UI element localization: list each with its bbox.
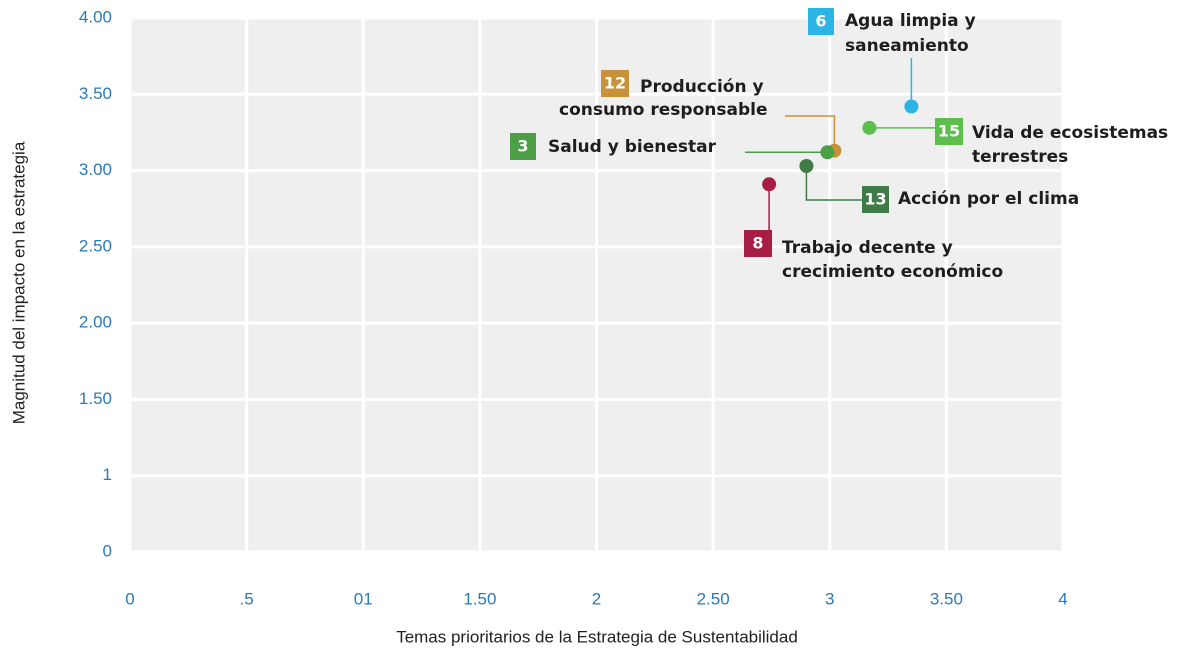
y-tick-label: 4.00 [79, 7, 112, 26]
leader-line [805, 165, 862, 201]
point-label: saneamiento [845, 36, 969, 56]
x-tick-label: 0 [125, 589, 134, 608]
y-tick-label: 2.00 [79, 313, 112, 332]
badge-number: 3 [517, 137, 528, 156]
x-tick-label: .5 [240, 589, 254, 608]
badge [744, 230, 772, 257]
x-tick-label: 2.50 [697, 589, 730, 608]
point-label: consumo responsable [559, 100, 768, 120]
point-label: crecimiento económico [782, 262, 1003, 282]
badge-number: 6 [815, 12, 826, 31]
y-tick-label: 1 [103, 465, 112, 484]
y-tick-label: 1.50 [79, 389, 112, 408]
x-tick-label: 4 [1058, 589, 1067, 608]
y-tick-label: 3.00 [79, 160, 112, 179]
badge-number: 8 [752, 234, 763, 253]
y-tick-label: 2.50 [79, 236, 112, 255]
leader-line [785, 115, 836, 151]
y-axis-label: Magnitud del impacto en la estrategia [9, 141, 28, 424]
point-label: Salud y bienestar [548, 137, 717, 157]
badge [862, 186, 889, 213]
badge-number: 15 [938, 122, 960, 141]
point-label: Acción por el clima [898, 189, 1079, 209]
point [762, 177, 777, 192]
point [820, 145, 835, 160]
point-label: Producción y [640, 77, 764, 97]
y-tick-label: 3.50 [79, 84, 112, 103]
x-tick-label: 3 [825, 589, 834, 608]
point [904, 99, 919, 114]
x-tick-label: 01 [354, 589, 373, 608]
badge-number: 13 [864, 190, 886, 209]
y-tick-label: 0 [103, 541, 112, 560]
x-tick-label: 1.50 [463, 589, 496, 608]
x-tick-label: 2 [592, 589, 601, 608]
point-label: Vida de ecosistemas [972, 123, 1168, 143]
badge [601, 70, 629, 97]
point [799, 158, 814, 173]
badge [510, 133, 536, 160]
x-tick-label: 3.50 [930, 589, 963, 608]
point [862, 120, 877, 135]
point-label: Trabajo decente y [782, 238, 953, 258]
x-axis-label: Temas prioritarios de la Estrategia de S… [396, 627, 798, 646]
point-label: terrestres [972, 147, 1068, 167]
badge [808, 8, 834, 35]
point-label: Agua limpia y [845, 11, 976, 31]
badge-number: 12 [604, 74, 626, 93]
badge [935, 118, 963, 145]
